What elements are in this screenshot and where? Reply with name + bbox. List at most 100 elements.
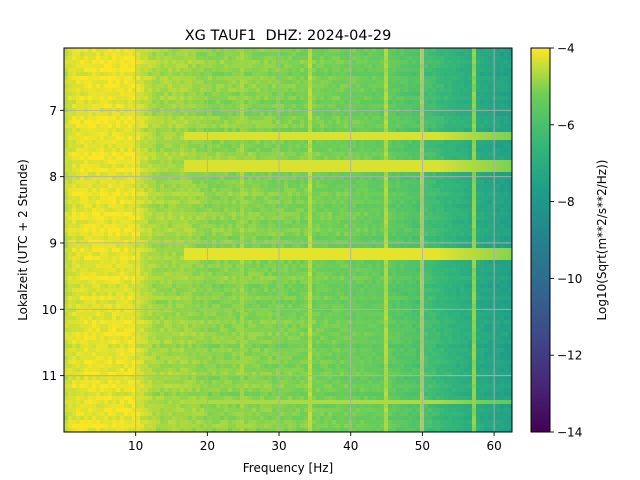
heatmap-cell — [108, 96, 113, 101]
heatmap-cell — [112, 216, 117, 221]
heatmap-cell — [100, 104, 105, 109]
heatmap-cell — [336, 68, 341, 73]
heatmap-cell — [504, 92, 509, 97]
heatmap-cell — [116, 180, 121, 185]
heatmap-cell — [324, 60, 329, 65]
heatmap-cell — [196, 208, 201, 213]
heatmap-cell — [312, 124, 317, 129]
heatmap-cell — [352, 100, 357, 105]
heatmap-cell — [392, 192, 397, 197]
heatmap-cell — [72, 96, 77, 101]
heatmap-cell — [288, 96, 293, 101]
heatmap-cell — [300, 88, 305, 93]
heatmap-cell — [392, 140, 397, 145]
heatmap-cell — [88, 184, 93, 189]
heatmap-cell — [408, 60, 413, 65]
heatmap-cell — [300, 48, 305, 53]
heatmap-cell — [132, 216, 137, 221]
heatmap-cell — [80, 192, 85, 197]
heatmap-cell — [160, 48, 165, 53]
heatmap-cell — [128, 128, 133, 133]
heatmap-cell — [96, 120, 101, 125]
heatmap-cell — [272, 208, 277, 213]
heatmap-cell — [456, 144, 461, 149]
heatmap-cell — [392, 144, 397, 149]
heatmap-cell — [416, 184, 421, 189]
heatmap-cell — [432, 172, 437, 177]
heatmap-cell — [168, 172, 173, 177]
heatmap-cell — [120, 192, 125, 197]
heatmap-cell — [328, 112, 333, 117]
heatmap-cell — [220, 144, 225, 149]
heatmap-cell — [188, 184, 193, 189]
heatmap-cell — [360, 168, 365, 173]
heatmap-cell — [388, 172, 393, 177]
heatmap-cell — [156, 104, 161, 109]
heatmap-cell — [156, 184, 161, 189]
heatmap-cell — [128, 132, 133, 137]
heatmap-cell — [500, 204, 505, 209]
heatmap-cell — [316, 180, 321, 185]
heatmap-cell — [180, 220, 185, 225]
heatmap-cell — [180, 72, 185, 77]
heatmap-cell — [292, 212, 297, 217]
heatmap-cell — [324, 56, 329, 61]
heatmap-cell — [180, 188, 185, 193]
heatmap-cell — [108, 224, 113, 229]
heatmap-cell — [400, 188, 405, 193]
heatmap-cell — [500, 116, 505, 121]
heatmap-cell — [316, 168, 321, 173]
heatmap-cell — [64, 52, 69, 57]
heatmap-cell — [504, 140, 509, 145]
heatmap-cell — [208, 144, 213, 149]
heatmap-cell — [144, 104, 149, 109]
heatmap-cell — [368, 144, 373, 149]
heatmap-cell — [372, 88, 377, 93]
heatmap-cell — [460, 136, 465, 141]
heatmap-cell — [416, 220, 421, 225]
heatmap-cell — [148, 204, 153, 209]
heatmap-cell — [436, 52, 441, 57]
heatmap-cell — [328, 140, 333, 145]
heatmap-cell — [472, 176, 477, 181]
heatmap-cell — [416, 116, 421, 121]
heatmap-cell — [316, 136, 321, 141]
heatmap-cell — [448, 116, 453, 121]
heatmap-cell — [128, 124, 133, 129]
heatmap-cell — [128, 88, 133, 93]
heatmap-cell — [356, 136, 361, 141]
heatmap-cell — [148, 96, 153, 101]
heatmap-cell — [504, 120, 509, 125]
heatmap-cell — [324, 144, 329, 149]
heatmap-cell — [84, 156, 89, 161]
heatmap-cell — [116, 48, 121, 53]
heatmap-cell — [176, 116, 181, 121]
heatmap-cell — [296, 84, 301, 89]
heatmap-cell — [240, 80, 245, 85]
heatmap-cell — [160, 92, 165, 97]
heatmap-cell — [224, 72, 229, 77]
heatmap-cell — [388, 152, 393, 157]
heatmap-cell — [220, 200, 225, 205]
heatmap-cell — [72, 160, 77, 165]
heatmap-cell — [360, 180, 365, 185]
heatmap-cell — [208, 124, 213, 129]
heatmap-cell — [428, 204, 433, 209]
heatmap-cell — [224, 156, 229, 161]
heatmap-cell — [64, 76, 69, 81]
heatmap-cell — [140, 116, 145, 121]
heatmap-cell — [472, 164, 477, 169]
heatmap-cell — [472, 180, 477, 185]
heatmap-cell — [188, 116, 193, 121]
heatmap-cell — [388, 72, 393, 77]
heatmap-cell — [448, 48, 453, 53]
heatmap-cell — [396, 72, 401, 77]
heatmap-cell — [380, 212, 385, 217]
heatmap-cell — [156, 76, 161, 81]
heatmap-cell — [408, 176, 413, 181]
heatmap-cell — [208, 76, 213, 81]
heatmap-cell — [160, 160, 165, 165]
heatmap-cell — [188, 188, 193, 193]
heatmap-cell — [292, 204, 297, 209]
heatmap-cell — [200, 216, 205, 221]
